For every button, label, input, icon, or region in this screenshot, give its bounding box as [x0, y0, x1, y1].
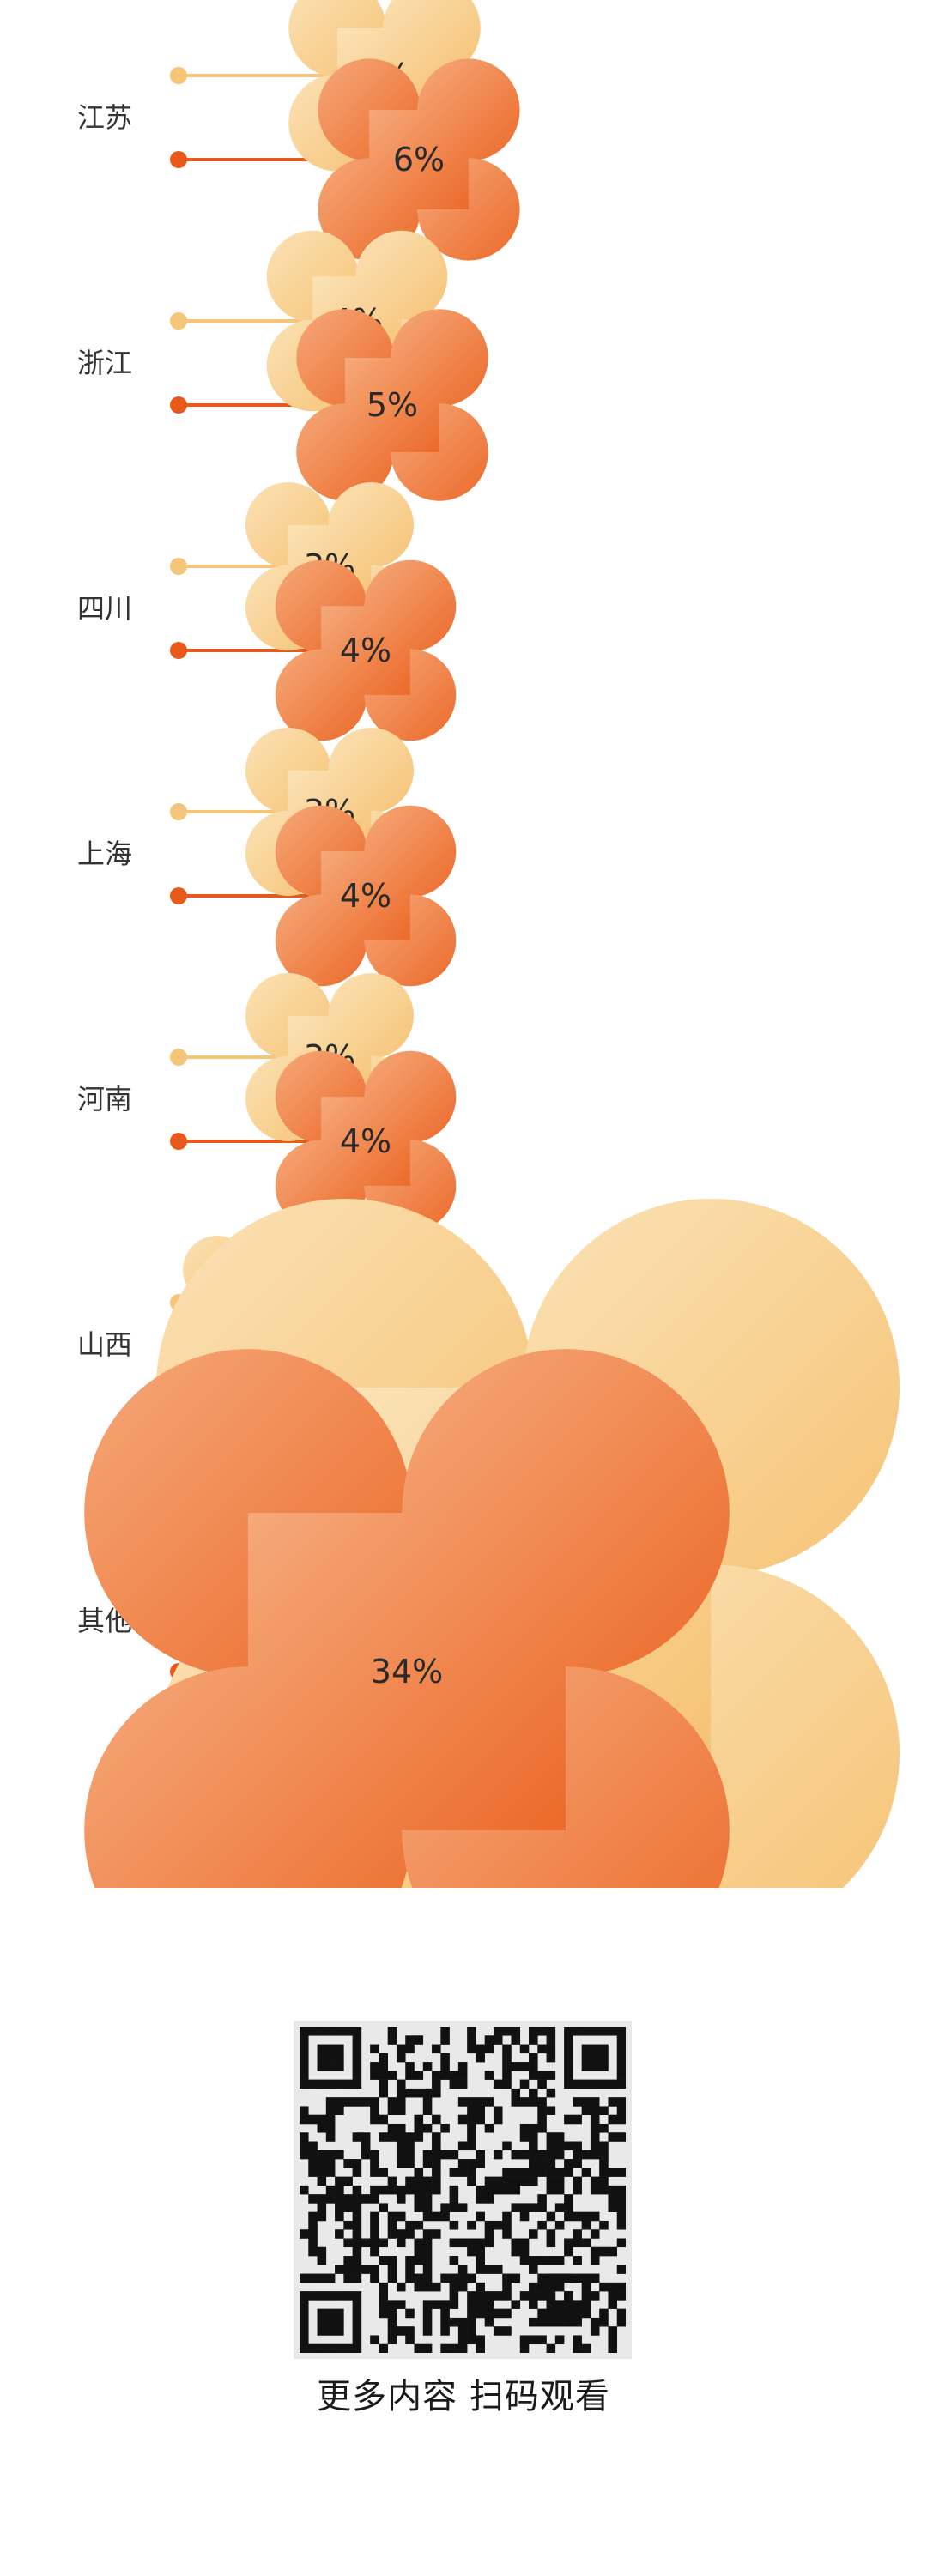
qr-code-icon	[300, 2027, 626, 2353]
bubble-dark	[318, 58, 520, 261]
leader-dot-dark	[170, 151, 187, 168]
region-label: 山西	[77, 1328, 132, 1361]
bubble-dark	[275, 805, 457, 987]
leader-dot-light	[170, 803, 187, 820]
value-label-dark: 4%	[340, 877, 391, 915]
leader-dot-dark	[170, 642, 187, 659]
bubble-dark	[296, 309, 488, 501]
qr-code[interactable]	[294, 2021, 632, 2359]
bubble-dark	[84, 1349, 730, 1888]
value-label-dark: 6%	[393, 141, 445, 178]
leader-dot-light	[170, 312, 187, 330]
value-label-dark: 34%	[371, 1653, 443, 1690]
leader-dot-dark	[170, 887, 187, 904]
leader-dot-dark	[170, 396, 187, 414]
leader-dot-light	[170, 67, 187, 84]
bubble-dark	[275, 559, 457, 741]
region-label: 四川	[77, 592, 132, 625]
leader-dot-light	[170, 558, 187, 575]
value-label-dark: 4%	[340, 1122, 391, 1160]
leader-dot-light	[170, 1049, 187, 1066]
region-label: 上海	[77, 838, 132, 870]
region-label: 河南	[77, 1083, 132, 1116]
bubble-chart: 江苏5%6%浙江4%5%四川3%4%上海3%4%河南3%4%山西1%4%其他54…	[77, 0, 900, 1888]
region-label: 江苏	[77, 101, 132, 134]
qr-caption: 更多内容 扫码观看	[317, 2377, 610, 2416]
leader-dot-dark	[170, 1133, 187, 1150]
value-label-dark: 5%	[367, 386, 418, 424]
region-label: 浙江	[77, 347, 132, 379]
bubble-dark	[275, 1050, 457, 1232]
value-label-dark: 4%	[340, 632, 391, 669]
